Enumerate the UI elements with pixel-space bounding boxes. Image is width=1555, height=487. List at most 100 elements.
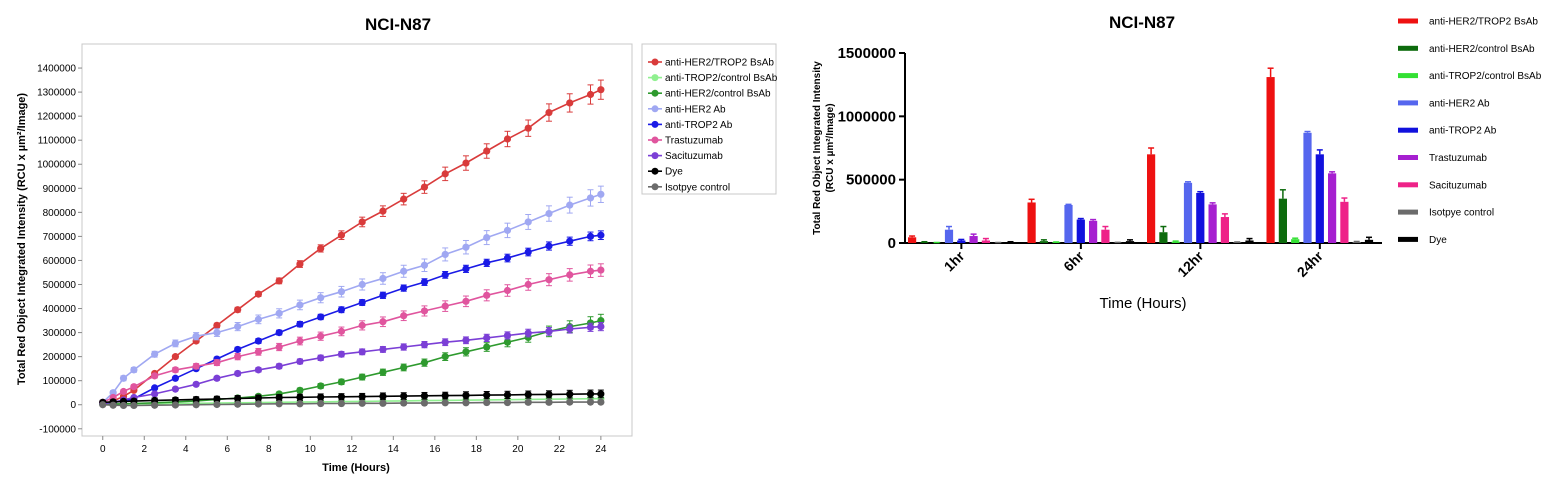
data-point — [254, 348, 263, 356]
data-point — [317, 313, 325, 321]
data-point — [503, 135, 512, 143]
data-point — [296, 357, 304, 366]
data-point — [400, 312, 408, 320]
data-point — [317, 332, 325, 340]
left-y-tick-label: 1100000 — [38, 136, 77, 147]
data-point — [317, 382, 325, 390]
left-chart-title: NCI-N87 — [365, 15, 431, 34]
data-point — [275, 277, 283, 285]
data-point — [441, 302, 449, 310]
data-point — [275, 393, 283, 402]
bar-trastuzumab-6hr — [1089, 220, 1098, 243]
left-y-tick-label: 900000 — [43, 184, 77, 195]
data-point — [234, 306, 242, 314]
data-point — [171, 401, 179, 409]
data-point — [545, 108, 553, 117]
data-point — [171, 353, 179, 361]
legend-swatch — [1398, 182, 1418, 188]
data-point — [337, 231, 346, 239]
legend-label: Sacituzumab — [665, 151, 723, 162]
legend-marker — [651, 74, 659, 82]
legend-marker — [651, 58, 659, 66]
data-point — [213, 400, 221, 409]
bar-isotpye-control-24hr — [1352, 241, 1361, 243]
left-y-tick-label: 700000 — [43, 232, 77, 243]
legend-label: anti-HER2/TROP2 BsAb — [665, 58, 774, 69]
data-point — [213, 321, 221, 329]
right-y-axis-label-line2: (RCU x µm²/Image) — [825, 103, 836, 192]
data-point — [358, 399, 366, 407]
data-point — [296, 301, 304, 309]
legend-label: Dye — [665, 167, 683, 178]
bar-anti-her2-trop2-bsab-6hr — [1027, 202, 1036, 243]
legend-label: anti-HER2/TROP2 BsAb — [1429, 17, 1538, 28]
data-point — [524, 248, 532, 256]
data-point — [192, 332, 200, 340]
data-point — [586, 194, 595, 202]
right-y-tick-label: 0 — [888, 235, 896, 252]
data-point — [254, 400, 263, 408]
data-point — [358, 280, 366, 289]
data-point — [483, 334, 491, 342]
bar-anti-her2-control-bsab-1hr — [920, 242, 929, 243]
bar-sacituzumab-24hr — [1340, 201, 1349, 243]
data-point — [171, 385, 179, 393]
left-series-trastuzumab — [99, 263, 605, 406]
data-point — [400, 343, 408, 351]
left-y-axis-label: Total Red Object Integrated Intensity (R… — [16, 93, 28, 386]
data-point — [462, 265, 470, 273]
bar-anti-her2-control-bsab-12hr — [1159, 232, 1168, 243]
data-point — [379, 368, 387, 376]
data-point — [234, 353, 242, 361]
left-x-tick-label: 22 — [554, 444, 566, 455]
data-point — [503, 286, 512, 295]
bar-anti-trop2-control-bsab-12hr — [1171, 241, 1180, 243]
data-point — [213, 395, 221, 403]
legend-label: Dye — [1429, 235, 1447, 246]
data-point — [400, 399, 408, 407]
bar-dye-6hr — [1125, 241, 1135, 243]
data-point — [483, 291, 491, 299]
data-point — [119, 387, 128, 396]
data-point — [524, 280, 532, 289]
left-x-tick-label: 8 — [266, 444, 272, 455]
data-point — [317, 393, 325, 401]
left-x-axis-label: Time (Hours) — [322, 462, 390, 474]
data-point — [358, 321, 366, 329]
bar-anti-trop2-ab-6hr — [1076, 219, 1085, 243]
data-point — [337, 288, 346, 296]
data-point — [441, 250, 449, 259]
data-point — [524, 329, 532, 337]
data-point — [586, 267, 595, 275]
left-y-tick-label: 600000 — [43, 256, 77, 267]
legend-marker — [651, 152, 659, 160]
data-point — [483, 147, 491, 155]
legend-swatch — [1398, 100, 1418, 106]
right-category-label: 1hr — [941, 247, 968, 274]
legend-swatch — [1398, 73, 1418, 79]
legend-label: Isotpye control — [1429, 208, 1494, 219]
data-point — [400, 195, 408, 203]
data-point — [400, 363, 408, 372]
data-point — [358, 348, 366, 356]
left-series-anti-her2-trop2-bsab — [99, 79, 605, 408]
data-point — [151, 401, 159, 409]
data-point — [597, 190, 605, 198]
data-point — [296, 400, 304, 408]
data-point — [566, 99, 574, 107]
legend-label: anti-HER2/control BsAb — [665, 89, 771, 100]
legend-label: anti-TROP2 Ab — [1429, 126, 1497, 137]
data-point — [130, 383, 138, 391]
data-point — [317, 244, 325, 253]
legend-marker — [651, 89, 659, 97]
legend-label: anti-HER2 Ab — [665, 104, 726, 115]
data-point — [524, 218, 532, 226]
data-point — [171, 374, 179, 382]
data-point — [254, 315, 263, 323]
legend-marker — [651, 105, 659, 113]
right-x-axis: 1hr 6hr 12hr 24hr — [941, 243, 1326, 280]
data-point — [337, 327, 346, 335]
data-point — [545, 209, 553, 218]
data-point — [441, 353, 449, 361]
